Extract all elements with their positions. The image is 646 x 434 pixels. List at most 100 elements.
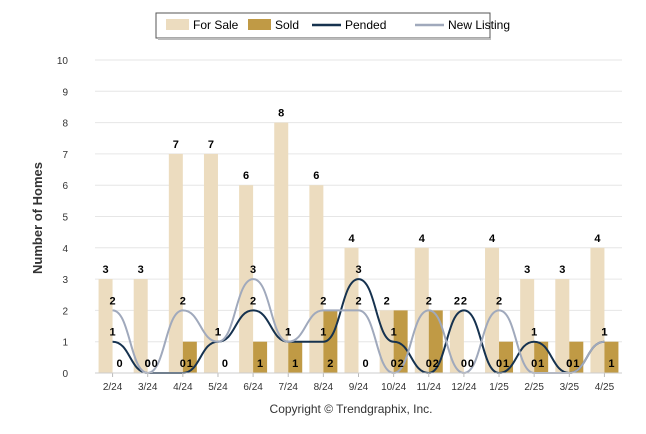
sold-bar <box>253 341 268 373</box>
for-sale-bar <box>239 185 254 373</box>
pended-data-label: 0 <box>426 358 432 370</box>
for-sale-bar <box>449 310 464 373</box>
pended-data-label: 0 <box>566 358 572 370</box>
y-tick-label: 8 <box>62 119 68 130</box>
sold-data-label: 1 <box>503 358 509 370</box>
for-sale-bar <box>274 122 289 373</box>
new-listing-data-label: 2 <box>180 295 186 307</box>
for-sale-data-label: 3 <box>138 264 144 276</box>
sold-legend-label: Sold <box>275 18 299 32</box>
new-listing-data-label: 2 <box>320 295 326 307</box>
y-axis-ticks: 0 1 2 3 4 5 6 7 8 9 10 <box>57 56 69 380</box>
sold-data-label: 0 <box>152 358 158 370</box>
pended-data-label: 0 <box>180 358 186 370</box>
x-tick-label: 11/24 <box>417 382 442 393</box>
for-sale-data-label: 3 <box>103 264 109 276</box>
sold-legend-swatch <box>248 19 271 30</box>
new-listing-data-label: 0 <box>145 358 151 370</box>
y-tick-label: 6 <box>62 181 68 192</box>
new-listing-data-label: 2 <box>110 295 116 307</box>
for-sale-bar <box>590 247 605 373</box>
for-sale-data-label: 6 <box>313 170 319 182</box>
sold-data-label: 1 <box>538 358 544 370</box>
sold-bar <box>393 310 408 373</box>
for-sale-data-label: 3 <box>559 264 565 276</box>
x-tick-label: 1/25 <box>489 382 509 393</box>
x-tick-label: 3/24 <box>138 382 158 393</box>
new-listing-data-label: 0 <box>531 358 537 370</box>
for-sale-data-label: 2 <box>454 295 460 307</box>
bar-series <box>98 122 619 373</box>
x-tick-label: 3/25 <box>560 382 580 393</box>
copyright-footer: Copyright © Trendgraphix, Inc. <box>270 402 433 416</box>
for-sale-bar <box>520 279 535 373</box>
pended-data-label: 2 <box>250 295 256 307</box>
sold-bar <box>323 310 338 373</box>
for-sale-data-label: 7 <box>173 139 179 151</box>
new-listing-legend-label: New Listing <box>448 18 510 32</box>
for-sale-bar <box>168 153 183 373</box>
for-sale-data-label: 4 <box>594 233 601 245</box>
sold-data-label: 2 <box>433 358 439 370</box>
x-tick-label: 12/24 <box>451 382 476 393</box>
for-sale-data-label: 8 <box>278 108 284 120</box>
y-tick-label: 2 <box>62 306 68 317</box>
for-sale-data-label: 4 <box>348 233 355 245</box>
y-tick-label: 10 <box>57 56 69 67</box>
y-tick-label: 0 <box>62 369 68 380</box>
y-tick-label: 9 <box>62 87 68 98</box>
x-tick-label: 6/24 <box>243 382 263 393</box>
pended-data-label: 3 <box>355 264 361 276</box>
for-sale-legend-swatch <box>166 19 189 30</box>
for-sale-bar <box>414 247 429 373</box>
y-tick-label: 4 <box>62 244 68 255</box>
sold-bar <box>604 341 619 373</box>
pended-data-label: 1 <box>215 327 221 339</box>
y-tick-label: 3 <box>62 275 68 286</box>
pended-data-label: 1 <box>110 327 116 339</box>
for-sale-bar <box>555 279 570 373</box>
for-sale-legend-label: For Sale <box>193 18 239 32</box>
new-listing-data-label: 1 <box>285 327 291 339</box>
sold-data-label: 1 <box>573 358 579 370</box>
for-sale-data-label: 4 <box>489 233 496 245</box>
sold-bar <box>569 341 584 373</box>
pended-data-label: 2 <box>461 295 467 307</box>
pended-data-label: 1 <box>320 327 326 339</box>
sold-data-label: 1 <box>292 358 298 370</box>
sold-data-label: 0 <box>117 358 123 370</box>
for-sale-data-label: 2 <box>384 295 390 307</box>
for-sale-bar <box>98 279 113 373</box>
sold-data-label: 1 <box>187 358 193 370</box>
new-listing-data-label: 1 <box>215 327 221 339</box>
x-tick-label: 9/24 <box>349 382 369 393</box>
y-axis-title: Number of Homes <box>30 162 45 274</box>
new-listing-data-label: 3 <box>250 264 256 276</box>
x-tick-label: 2/25 <box>524 382 544 393</box>
sold-data-label: 0 <box>222 358 228 370</box>
for-sale-bar <box>309 185 324 373</box>
pended-legend-label: Pended <box>345 18 386 32</box>
pended-data-label: 0 <box>496 358 502 370</box>
x-tick-label: 4/25 <box>595 382 615 393</box>
pended-data-label: 0 <box>145 358 151 370</box>
y-tick-label: 5 <box>62 213 68 224</box>
pended-line <box>112 278 605 375</box>
pended-data-label: 1 <box>531 327 537 339</box>
sold-data-label: 2 <box>327 358 333 370</box>
x-axis-ticks: 2/24 3/24 4/24 5/24 6/24 7/24 8/24 9/24 10/24 11/… <box>103 373 615 393</box>
for-sale-data-label: 4 <box>419 233 426 245</box>
for-sale-bar <box>379 310 394 373</box>
sold-bar <box>534 341 549 373</box>
sold-bar <box>288 341 303 373</box>
y-tick-label: 7 <box>62 150 68 161</box>
x-tick-label: 7/24 <box>278 382 298 393</box>
new-listing-data-label: 0 <box>391 358 397 370</box>
new-listing-data-label: 0 <box>566 358 572 370</box>
sold-data-label: 0 <box>362 358 368 370</box>
for-sale-bar <box>203 153 218 373</box>
y-tick-label: 1 <box>62 338 68 349</box>
